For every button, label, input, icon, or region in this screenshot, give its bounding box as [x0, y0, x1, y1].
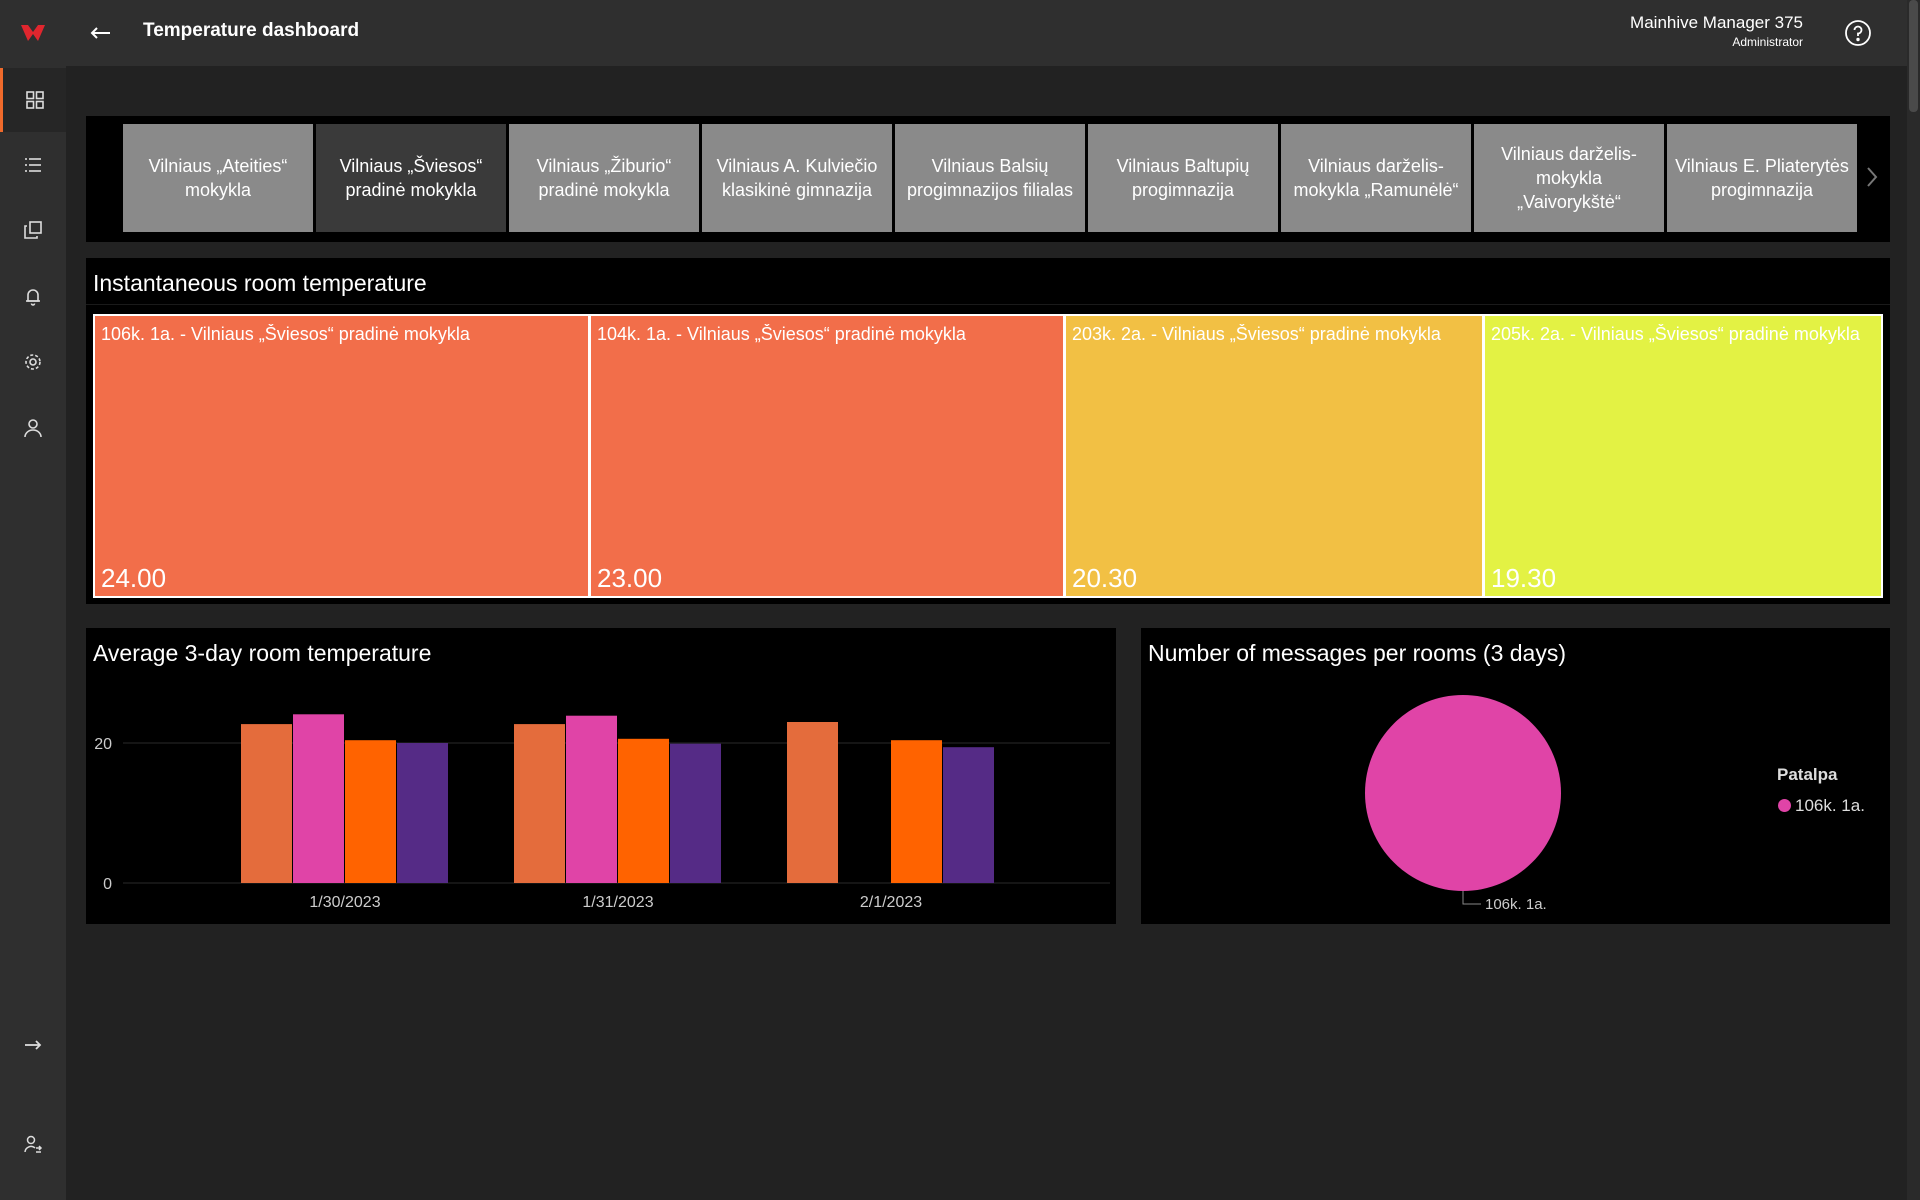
devices-icon [24, 221, 42, 239]
school-tab[interactable]: Vilniaus „Žiburio“ pradinė mokykla [509, 124, 699, 232]
page-scrollbar-thumb[interactable] [1909, 0, 1918, 112]
bar-chart: 0 20 1/30/2023 1/31/2023 2/1/2023 [94, 714, 1110, 911]
school-tab[interactable]: Vilniaus darželis-mokykla „Vaivorykštė“ [1474, 124, 1664, 232]
sidebar-item-dashboard[interactable] [0, 68, 66, 132]
sidebar-item-list[interactable] [0, 133, 66, 197]
account-switch-icon [24, 1135, 43, 1153]
user-role: Administrator [1732, 35, 1803, 49]
bar-chart-title: Average 3-day room temperature [93, 640, 432, 666]
school-tab[interactable]: Vilniaus „Ateities“ mokykla [123, 124, 313, 232]
legend-label[interactable]: 106k. 1a. [1795, 796, 1865, 815]
top-bar: Temperature dashboard Mainhive Manager 3… [66, 0, 1907, 66]
y-tick-label: 0 [103, 876, 112, 893]
sidebar-item-settings[interactable] [0, 330, 66, 394]
school-tab[interactable]: Vilniaus Baltupių progimnazija [1088, 124, 1278, 232]
sidebar-item-notifications[interactable] [0, 264, 66, 328]
brand-logo-icon[interactable] [18, 18, 48, 48]
treemap-cell-value: 20.30 [1072, 563, 1138, 593]
logout-arrow-icon [25, 1040, 42, 1050]
treemap-cell-label: 104k. 1a. - Vilniaus „Šviesos“ pradinė m… [597, 324, 966, 344]
list-icon [25, 158, 41, 172]
divider [86, 304, 1890, 305]
x-tick-label: 2/1/2023 [860, 894, 922, 911]
legend-title: Patalpa [1777, 765, 1838, 784]
pie-chart-title: Number of messages per rooms (3 days) [1148, 640, 1566, 666]
treemap-cell-value: 19.30 [1491, 563, 1557, 593]
school-tabs-panel: Vilniaus „Ateities“ mokykla Vilniaus „Šv… [86, 116, 1890, 242]
legend-swatch [1778, 799, 1791, 812]
treemap-cell-value: 24.00 [101, 563, 167, 593]
sidebar-item-devices[interactable] [0, 198, 66, 262]
page-title: Temperature dashboard [143, 20, 360, 41]
treemap-cell[interactable]: 205k. 2a. - Vilniaus „Šviesos“ pradinė m… [1483, 314, 1883, 598]
treemap-cell[interactable]: 104k. 1a. - Vilniaus „Šviesos“ pradinė m… [589, 314, 1064, 598]
bar [345, 740, 396, 883]
bar [566, 715, 617, 883]
pie-chart [1365, 695, 1561, 905]
bar [293, 714, 344, 883]
pie-chart-panel: Number of messages per rooms (3 days) 10… [1141, 628, 1890, 924]
help-icon[interactable] [1843, 18, 1873, 48]
treemap-cell-label: 106k. 1a. - Vilniaus „Šviesos“ pradinė m… [101, 324, 470, 344]
y-tick-label: 20 [94, 736, 112, 753]
bell-icon [26, 289, 40, 306]
sidebar [0, 0, 66, 1200]
bar [241, 724, 292, 883]
user-icon [24, 419, 42, 438]
treemap-cell-label: 205k. 2a. - Vilniaus „Šviesos“ pradinė m… [1491, 324, 1860, 344]
logout-button[interactable] [0, 1013, 66, 1077]
user-name: Mainhive Manager 375 [1630, 13, 1803, 32]
bar [397, 743, 448, 883]
school-tab[interactable]: Vilniaus A. Kulviečio klasikinė gimnazij… [702, 124, 892, 232]
bar [943, 747, 994, 883]
x-tick-label: 1/31/2023 [582, 894, 653, 911]
bar [514, 724, 565, 883]
account-button[interactable] [0, 1112, 66, 1176]
treemap-panel: Instantaneous room temperature 106k. 1a.… [86, 258, 1890, 604]
sidebar-item-profile[interactable] [0, 396, 66, 460]
gear-icon [25, 354, 41, 370]
bar-chart-panel: Average 3-day room temperature 0 20 1/30/2… [86, 628, 1116, 924]
school-tab[interactable]: Vilniaus E. Pliaterytės progimnazija [1667, 124, 1857, 232]
treemap-title: Instantaneous room temperature [93, 270, 427, 296]
school-tab[interactable]: Vilniaus Balsių progimnazijos filialas [895, 124, 1085, 232]
treemap-cell[interactable]: 203k. 2a. - Vilniaus „Šviesos“ pradinė m… [1064, 314, 1483, 598]
dashboard-icon [25, 91, 44, 109]
treemap-cell[interactable]: 106k. 1a. - Vilniaus „Šviesos“ pradinė m… [93, 314, 589, 598]
school-tab[interactable]: Vilniaus darželis-mokykla „Ramunėlė“ [1281, 124, 1471, 232]
bar [891, 740, 942, 883]
school-tab-selected[interactable]: Vilniaus „Šviesos“ pradinė mokykla [316, 124, 506, 232]
page-scrollbar[interactable] [1907, 0, 1920, 1200]
bar [618, 738, 669, 883]
treemap-cell-value: 23.00 [597, 563, 663, 593]
bar [787, 722, 838, 883]
pie-leader-line [1462, 891, 1481, 905]
treemap-cell-label: 203k. 2a. - Vilniaus „Šviesos“ pradinė m… [1072, 324, 1441, 344]
pie-slice-label: 106k. 1a. [1485, 896, 1547, 913]
back-arrow-icon[interactable] [86, 18, 116, 48]
bar [670, 743, 721, 883]
chevron-right-icon[interactable] [1862, 162, 1882, 192]
pie-slice [1365, 695, 1561, 891]
x-tick-label: 1/30/2023 [309, 894, 380, 911]
